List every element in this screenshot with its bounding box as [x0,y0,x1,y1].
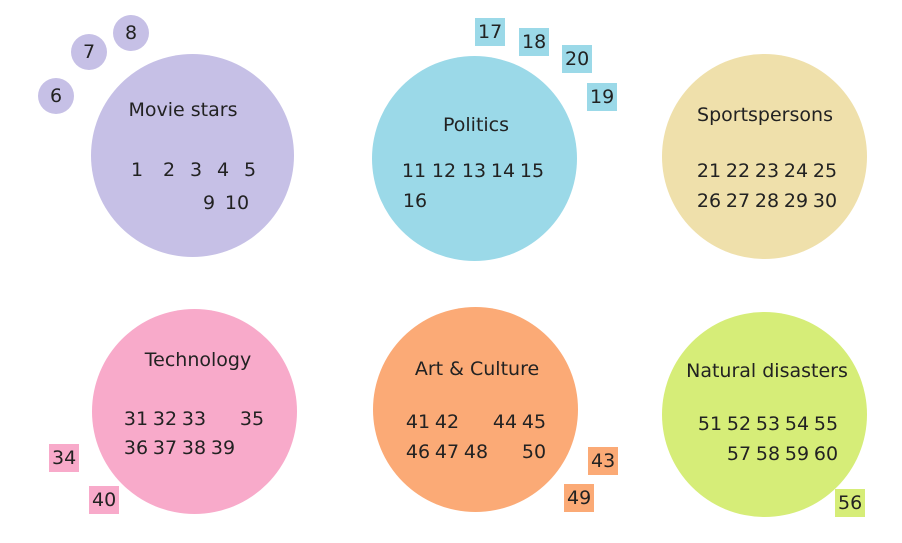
group-circle-art-culture [373,307,578,512]
outlier-circle: 6 [38,78,74,114]
item-number: 45 [521,411,547,433]
item-number: 59 [784,443,810,465]
item-number: 26 [696,190,722,212]
item-number: 14 [490,160,516,182]
item-number: 58 [755,443,781,465]
item-number: 46 [405,441,431,463]
group-title-technology: Technology [144,349,252,371]
item-number: 5 [243,159,257,181]
item-number: 4 [216,159,230,181]
item-number: 3 [189,159,203,181]
group-circle-politics [372,56,577,261]
item-number: 48 [463,441,489,463]
group-title-natural-disasters: Natural disasters [686,360,848,382]
item-number: 29 [783,190,809,212]
item-number: 30 [812,190,838,212]
group-circle-technology [92,309,297,514]
outlier-square: 34 [49,444,80,472]
outlier-square: 18 [519,28,550,56]
item-number: 38 [181,437,207,459]
item-number: 11 [401,160,427,182]
item-number: 13 [461,160,487,182]
item-number: 42 [434,411,460,433]
item-number: 57 [726,443,752,465]
item-number: 2 [162,159,176,181]
group-title-sportspersons: Sportspersons [697,104,833,126]
item-number: 16 [402,190,428,212]
item-number: 60 [813,443,839,465]
item-number: 22 [725,160,751,182]
outlier-circle: 7 [71,34,107,70]
item-number: 23 [754,160,780,182]
item-number: 15 [519,160,545,182]
item-number: 12 [431,160,457,182]
item-number: 31 [123,408,149,430]
outlier-square: 49 [564,484,595,512]
group-title-movie-stars: Movie stars [128,99,238,121]
item-number: 10 [224,192,250,214]
item-number: 41 [405,411,431,433]
item-number: 24 [783,160,809,182]
outlier-square: 19 [587,83,618,111]
item-number: 44 [492,411,518,433]
group-circle-movie-stars [91,54,294,257]
outlier-square: 43 [588,447,619,475]
item-number: 27 [725,190,751,212]
item-number: 35 [239,408,265,430]
outlier-square: 40 [89,486,120,514]
group-circle-natural-disasters [662,312,867,517]
item-number: 28 [754,190,780,212]
outlier-square: 17 [475,18,506,46]
item-number: 9 [202,192,216,214]
group-circle-sportspersons [662,54,867,259]
item-number: 33 [181,408,207,430]
item-number: 52 [726,413,752,435]
item-number: 55 [813,413,839,435]
item-number: 50 [521,441,547,463]
group-title-art-culture: Art & Culture [414,358,540,380]
outlier-circle: 8 [113,15,149,51]
group-title-politics: Politics [442,114,510,136]
item-number: 36 [123,437,149,459]
item-number: 51 [697,413,723,435]
item-number: 1 [130,159,144,181]
item-number: 39 [210,437,236,459]
item-number: 54 [784,413,810,435]
item-number: 32 [152,408,178,430]
item-number: 53 [755,413,781,435]
item-number: 47 [434,441,460,463]
item-number: 37 [152,437,178,459]
item-number: 21 [696,160,722,182]
item-number: 25 [812,160,838,182]
outlier-square: 56 [835,489,866,517]
outlier-square: 20 [562,45,593,73]
